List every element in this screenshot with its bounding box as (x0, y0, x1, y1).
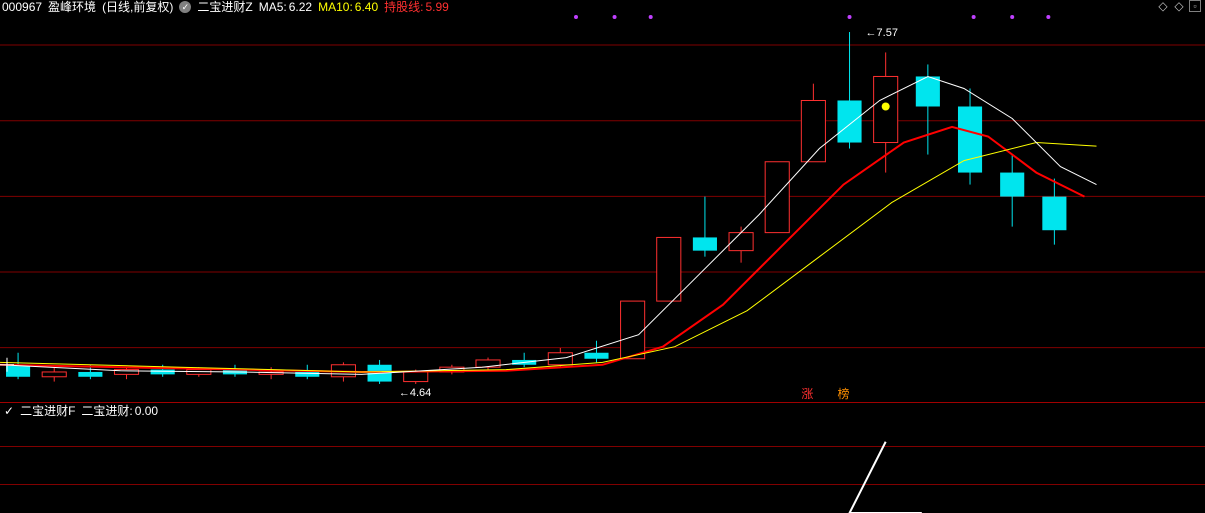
restore-icon[interactable]: ▫ (1189, 0, 1201, 12)
main-candlestick-chart[interactable]: ←7.57 ←4.64 涨 榜 (0, 14, 1205, 402)
sub-label-1: 二宝进财F (20, 402, 75, 419)
svg-text:←4.64: ←4.64 (399, 387, 431, 399)
sub-value: 0.00 (135, 404, 158, 418)
sub-label-2: 二宝进财: (81, 402, 132, 419)
svg-text:涨: 涨 (801, 386, 813, 401)
stock-code: 000967 (2, 1, 42, 13)
ma5-value: 6.22 (289, 1, 312, 13)
ma10-label: MA10: (318, 1, 353, 13)
svg-text:←7.57: ←7.57 (866, 27, 898, 39)
ma10-value: 6.40 (355, 1, 378, 13)
sub-indicator-chart[interactable] (0, 418, 1205, 513)
toggle-indicator-icon[interactable]: ✓ (179, 1, 191, 13)
indicator-name: 二宝进财Z (197, 1, 252, 13)
settings-right-icon[interactable]: ◇ (1173, 0, 1185, 12)
sub-indicator-header: ✓ 二宝进财F 二宝进财: 0.00 (0, 402, 1205, 418)
ma5-label: MA5: (259, 1, 287, 13)
hold-label: 持股线: (384, 1, 423, 13)
period-info: (日线,前复权) (102, 1, 173, 13)
settings-left-icon[interactable]: ◇ (1157, 0, 1169, 12)
chart-header: 000967 盈峰环境 (日线,前复权) ✓ 二宝进财Z MA5: 6.22 M… (0, 0, 1205, 14)
toggle-sub-indicator-icon[interactable]: ✓ (4, 404, 14, 418)
hold-value: 5.99 (426, 1, 449, 13)
stock-name: 盈峰环境 (48, 1, 96, 13)
svg-text:榜: 榜 (837, 386, 849, 401)
